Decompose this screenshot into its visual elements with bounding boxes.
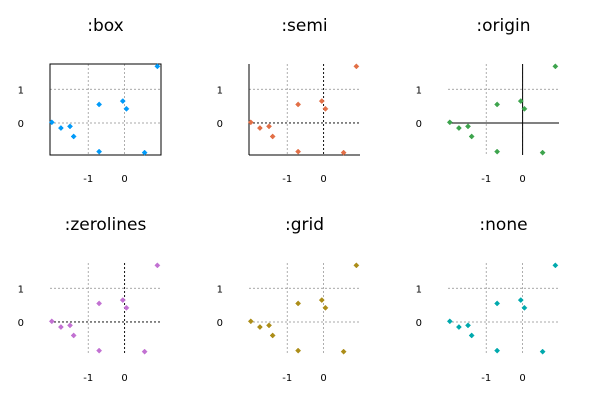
data-point: [247, 119, 254, 126]
data-point: [256, 125, 263, 131]
x-tick-label: 0: [320, 174, 326, 185]
data-point: [96, 347, 103, 354]
subplot-origin: :origin -1 0 0 1: [416, 16, 559, 185]
data-point: [57, 324, 64, 330]
x-tick-label: -1: [83, 373, 93, 384]
subplot-title: :grid: [285, 215, 324, 235]
data-point: [266, 322, 272, 329]
data-point: [521, 105, 528, 112]
subplot-title: :semi: [281, 16, 327, 36]
data-point: [141, 149, 148, 156]
data-point: [455, 324, 462, 330]
data-point: [465, 322, 471, 329]
data-point: [340, 149, 347, 156]
y-tick-label: 0: [416, 119, 422, 130]
data-point: [318, 98, 325, 105]
data-point: [340, 348, 347, 355]
data-point: [67, 322, 73, 329]
data-point: [119, 297, 126, 304]
x-tick-label: -1: [83, 174, 93, 185]
data-point: [552, 262, 559, 269]
data-point: [154, 262, 161, 269]
data-point: [539, 348, 546, 355]
data-point: [70, 133, 77, 140]
x-tick-label: -1: [282, 174, 292, 185]
data-point: [96, 101, 103, 108]
data-point: [70, 332, 77, 339]
data-point: [48, 119, 55, 126]
subplot-title: :box: [87, 16, 123, 36]
frame-box: [49, 63, 162, 156]
data-point: [552, 63, 559, 70]
data-point: [154, 63, 161, 70]
data-point: [295, 300, 302, 307]
data-point: [468, 133, 475, 140]
data-point: [446, 318, 453, 325]
data-point: [322, 304, 329, 311]
x-tick-label: 0: [519, 373, 525, 384]
data-point: [494, 101, 501, 108]
x-tick-label: 0: [320, 373, 326, 384]
data-point: [295, 148, 302, 155]
x-tick-label: -1: [282, 373, 292, 384]
data-point: [96, 148, 103, 155]
data-point: [468, 332, 475, 339]
data-point: [266, 123, 272, 130]
data-point: [295, 101, 302, 108]
subplot-semi: :semi -1 0 0 1: [217, 16, 360, 185]
subplot-zerolines: :zerolines -1 0 0 1: [18, 215, 161, 384]
subplot-title: :zerolines: [65, 215, 147, 235]
data-point: [123, 105, 130, 112]
x-tick-label: 0: [121, 373, 127, 384]
y-tick-label: 1: [416, 284, 422, 295]
subplot-grid: :grid -1 0 0 1: [217, 215, 360, 384]
data-point: [96, 300, 103, 307]
data-point: [247, 318, 254, 325]
data-point: [353, 63, 360, 70]
y-tick-label: 1: [416, 85, 422, 96]
data-point: [494, 347, 501, 354]
data-point: [517, 297, 524, 304]
x-tick-label: -1: [481, 174, 491, 185]
y-tick-label: 1: [217, 284, 223, 295]
data-point: [465, 123, 471, 130]
data-point: [141, 348, 148, 355]
data-point: [269, 332, 276, 339]
y-tick-label: 1: [18, 85, 24, 96]
data-point: [48, 318, 55, 325]
x-tick-label: 0: [121, 174, 127, 185]
data-point: [256, 324, 263, 330]
y-tick-label: 1: [18, 284, 24, 295]
y-tick-label: 0: [18, 119, 24, 130]
x-tick-label: 0: [519, 174, 525, 185]
data-point: [57, 125, 64, 131]
data-point: [322, 105, 329, 112]
subplot-none: :none -1 0 0 1: [416, 215, 559, 384]
data-point: [295, 347, 302, 354]
data-point: [446, 119, 453, 126]
y-tick-label: 1: [217, 85, 223, 96]
data-point: [494, 300, 501, 307]
y-tick-label: 0: [416, 318, 422, 329]
data-point: [353, 262, 360, 269]
data-point: [269, 133, 276, 140]
data-point: [539, 149, 546, 156]
y-tick-label: 0: [217, 119, 223, 130]
data-point: [67, 123, 73, 130]
data-point: [455, 125, 462, 131]
x-tick-label: -1: [481, 373, 491, 384]
data-point: [521, 304, 528, 311]
y-tick-label: 0: [217, 318, 223, 329]
subplot-title: :none: [479, 215, 527, 235]
y-tick-label: 0: [18, 318, 24, 329]
data-point: [494, 148, 501, 155]
data-point: [119, 98, 126, 105]
data-point: [517, 98, 524, 105]
subplot-box: :box -1 0 0 1: [18, 16, 162, 185]
subplot-title: :origin: [476, 16, 530, 36]
data-point: [318, 297, 325, 304]
data-point: [123, 304, 130, 311]
